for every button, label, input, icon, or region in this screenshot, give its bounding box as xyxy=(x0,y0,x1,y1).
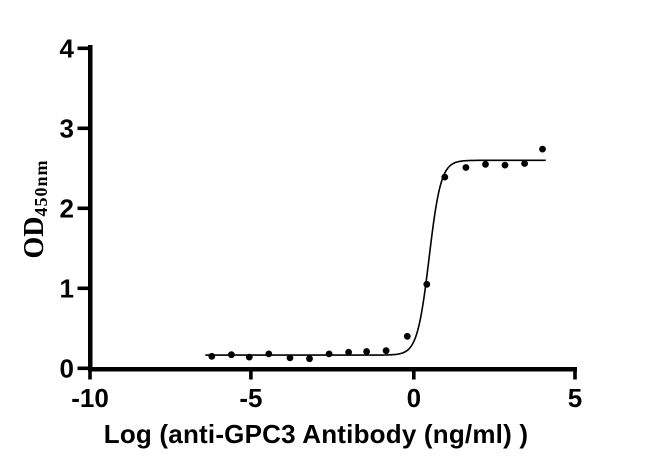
data-point xyxy=(345,348,352,356)
y-axis-line xyxy=(88,45,93,372)
y-tick xyxy=(77,126,89,131)
y-tick-label: 1 xyxy=(60,274,74,304)
data-point xyxy=(286,354,294,362)
data-point xyxy=(245,353,253,361)
data-point xyxy=(501,161,509,169)
x-tick-label: 5 xyxy=(568,383,582,413)
x-tick xyxy=(249,371,253,380)
y-tick xyxy=(77,366,89,371)
data-point xyxy=(208,352,216,360)
x-axis-line xyxy=(88,367,577,372)
data-point xyxy=(228,351,235,359)
y-axis-title: OD450nm xyxy=(19,109,51,309)
data-point xyxy=(423,280,431,288)
data-point xyxy=(441,173,449,181)
y-tick-label: 4 xyxy=(60,34,75,64)
y-tick-label: 2 xyxy=(60,194,74,224)
x-tick-label: -5 xyxy=(239,383,262,413)
y-tick xyxy=(77,286,89,291)
data-point xyxy=(306,355,313,363)
x-tick xyxy=(412,371,416,380)
x-axis-title: Log (anti-GPC3 Antibody (ng/ml) ) xyxy=(103,419,529,449)
data-point xyxy=(265,350,273,358)
data-point xyxy=(325,350,333,358)
data-point xyxy=(521,160,528,167)
x-tick xyxy=(573,371,577,380)
fit-curve xyxy=(205,159,546,356)
y-tick-label: 3 xyxy=(60,114,74,144)
y-axis-title-main: OD xyxy=(19,216,50,259)
x-tick xyxy=(88,371,92,380)
y-axis-title-subscript: 450nm xyxy=(30,159,51,217)
x-tick-label: -10 xyxy=(71,383,109,413)
data-point xyxy=(403,332,411,340)
data-point xyxy=(462,164,470,171)
x-tick-label: 0 xyxy=(407,383,421,413)
data-point xyxy=(482,160,489,168)
data-point xyxy=(363,348,370,355)
data-point xyxy=(539,145,546,153)
data-point xyxy=(382,347,390,355)
y-tick xyxy=(77,206,89,211)
y-tick xyxy=(77,46,89,51)
y-tick-label: 0 xyxy=(60,354,74,384)
